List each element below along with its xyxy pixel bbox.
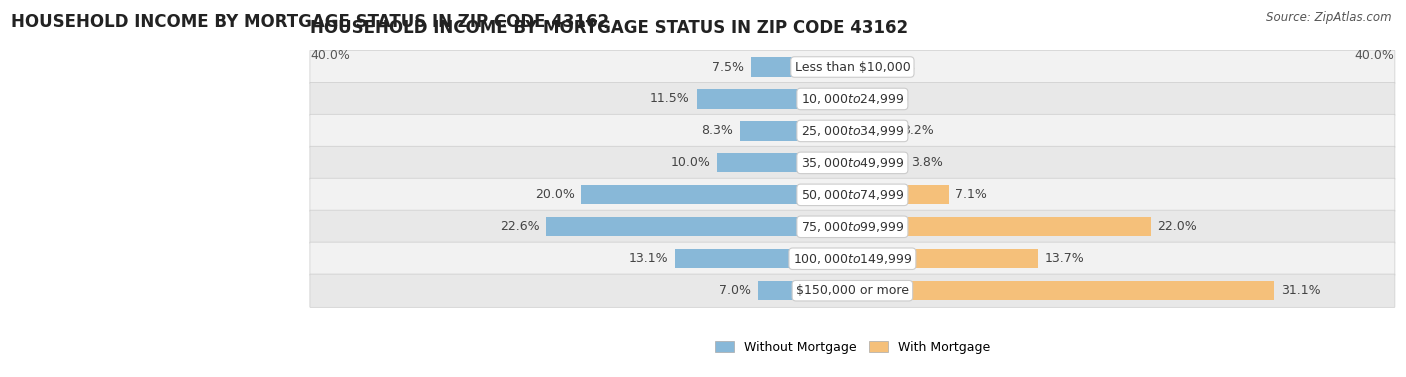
Bar xyxy=(758,281,852,300)
Text: $75,000 to $99,999: $75,000 to $99,999 xyxy=(800,220,904,234)
Text: 7.5%: 7.5% xyxy=(711,60,744,74)
Text: 11.5%: 11.5% xyxy=(650,92,690,106)
Text: 22.0%: 22.0% xyxy=(1157,220,1197,233)
Text: Source: ZipAtlas.com: Source: ZipAtlas.com xyxy=(1267,11,1392,24)
Text: $10,000 to $24,999: $10,000 to $24,999 xyxy=(800,92,904,106)
Bar xyxy=(852,281,1274,300)
FancyBboxPatch shape xyxy=(309,114,1395,147)
FancyBboxPatch shape xyxy=(309,242,1395,275)
Text: $150,000 or more: $150,000 or more xyxy=(796,284,908,297)
Bar xyxy=(852,121,896,141)
Text: 7.0%: 7.0% xyxy=(718,284,751,297)
Text: 10.0%: 10.0% xyxy=(671,156,710,169)
Text: 40.0%: 40.0% xyxy=(1355,49,1395,63)
Bar xyxy=(581,185,852,204)
Bar xyxy=(852,185,949,204)
Bar xyxy=(852,249,1038,268)
Text: 1.8%: 1.8% xyxy=(883,60,915,74)
Text: Less than $10,000: Less than $10,000 xyxy=(794,60,910,74)
Text: HOUSEHOLD INCOME BY MORTGAGE STATUS IN ZIP CODE 43162: HOUSEHOLD INCOME BY MORTGAGE STATUS IN Z… xyxy=(311,19,908,37)
Text: 22.6%: 22.6% xyxy=(499,220,540,233)
Bar xyxy=(740,121,852,141)
FancyBboxPatch shape xyxy=(309,178,1395,211)
Text: 40.0%: 40.0% xyxy=(311,49,350,63)
Bar xyxy=(852,153,904,172)
FancyBboxPatch shape xyxy=(309,210,1395,244)
Text: 8.3%: 8.3% xyxy=(702,124,733,138)
Bar xyxy=(546,217,852,236)
Text: 13.1%: 13.1% xyxy=(628,252,668,265)
Text: 13.7%: 13.7% xyxy=(1045,252,1084,265)
Text: $100,000 to $149,999: $100,000 to $149,999 xyxy=(793,252,912,266)
Text: $50,000 to $74,999: $50,000 to $74,999 xyxy=(800,188,904,202)
Legend: Without Mortgage, With Mortgage: Without Mortgage, With Mortgage xyxy=(710,336,995,359)
FancyBboxPatch shape xyxy=(309,146,1395,179)
Text: HOUSEHOLD INCOME BY MORTGAGE STATUS IN ZIP CODE 43162: HOUSEHOLD INCOME BY MORTGAGE STATUS IN Z… xyxy=(11,13,609,31)
Text: $25,000 to $34,999: $25,000 to $34,999 xyxy=(800,124,904,138)
Bar xyxy=(852,217,1150,236)
Bar xyxy=(696,89,852,109)
Text: 31.1%: 31.1% xyxy=(1281,284,1320,297)
Text: 7.1%: 7.1% xyxy=(956,188,987,201)
Text: $35,000 to $49,999: $35,000 to $49,999 xyxy=(800,156,904,170)
Text: 3.2%: 3.2% xyxy=(903,124,935,138)
Text: 1.4%: 1.4% xyxy=(879,92,910,106)
Bar xyxy=(852,89,872,109)
Bar xyxy=(717,153,852,172)
Bar xyxy=(852,57,877,77)
Text: 3.8%: 3.8% xyxy=(911,156,942,169)
FancyBboxPatch shape xyxy=(309,51,1395,84)
Text: 20.0%: 20.0% xyxy=(534,188,575,201)
FancyBboxPatch shape xyxy=(309,82,1395,116)
Bar xyxy=(751,57,852,77)
FancyBboxPatch shape xyxy=(309,274,1395,307)
Bar xyxy=(675,249,852,268)
